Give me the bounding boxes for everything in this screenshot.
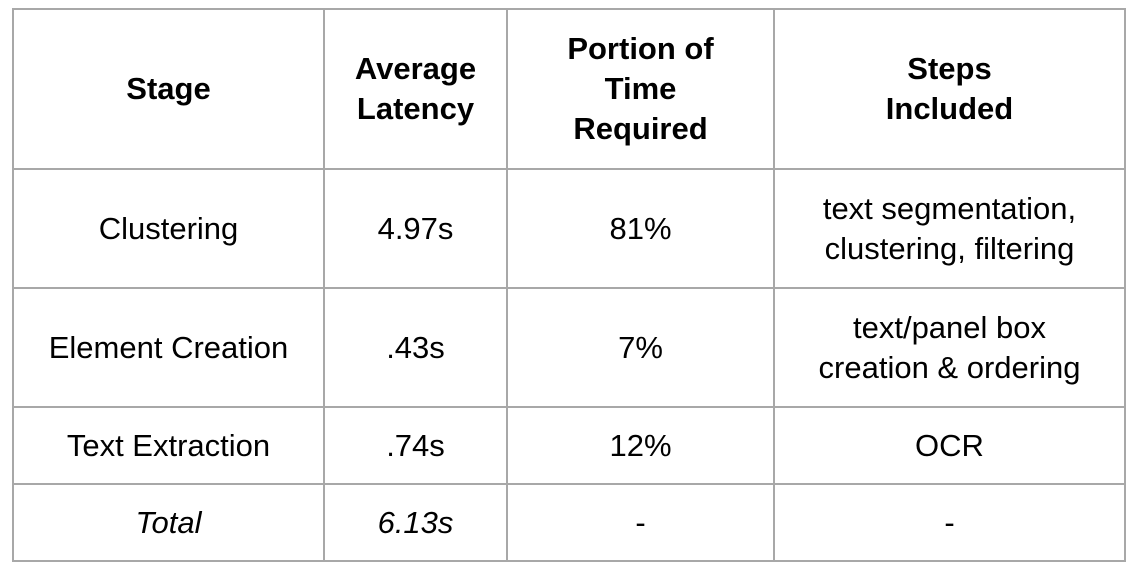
header-portion-line: Required <box>573 111 708 146</box>
header-steps-line: Steps <box>907 51 992 86</box>
total-portion-cell: - <box>506 483 775 562</box>
portion-cell: 81% <box>506 168 775 289</box>
header-latency-line: Latency <box>356 91 475 126</box>
header-row: Stage Average Latency Portion of Time Re… <box>12 8 1126 170</box>
stage-cell: Clustering <box>12 168 325 289</box>
header-portion-line: Portion of <box>567 31 714 66</box>
portion-cell: 12% <box>506 406 775 485</box>
header-steps-line: Included <box>885 91 1014 126</box>
table-row: Element Creation .43s 7% text/panel box … <box>12 287 1126 408</box>
steps-line: text segmentation, <box>822 190 1077 226</box>
table-row: Text Extraction .74s 12% OCR <box>12 406 1126 485</box>
stage-cell: Element Creation <box>12 287 325 408</box>
steps-line: creation & ordering <box>818 349 1081 385</box>
total-steps-cell: - <box>773 483 1126 562</box>
total-row: Total 6.13s - - <box>12 483 1126 562</box>
steps-cell: text/panel box creation & ordering <box>773 287 1126 408</box>
table-row: Clustering 4.97s 81% text segmentation, … <box>12 168 1126 289</box>
latency-cell: .43s <box>323 287 508 408</box>
steps-cell: OCR <box>773 406 1126 485</box>
stage-cell: Text Extraction <box>12 406 325 485</box>
header-average-latency: Average Latency <box>323 8 508 170</box>
total-latency-cell: 6.13s <box>323 483 508 562</box>
steps-line: OCR <box>915 427 984 463</box>
total-label-cell: Total <box>12 483 325 562</box>
latency-cell: .74s <box>323 406 508 485</box>
header-steps-included: Steps Included <box>773 8 1126 170</box>
latency-table: Stage Average Latency Portion of Time Re… <box>12 8 1126 562</box>
header-stage-line: Stage <box>126 71 211 106</box>
header-latency-line: Average <box>354 51 477 86</box>
steps-cell: text segmentation, clustering, filtering <box>773 168 1126 289</box>
header-portion-of-time: Portion of Time Required <box>506 8 775 170</box>
header-stage: Stage <box>12 8 325 170</box>
steps-line: clustering, filtering <box>824 230 1075 266</box>
latency-cell: 4.97s <box>323 168 508 289</box>
steps-line: text/panel box <box>852 309 1047 345</box>
header-portion-line: Time <box>604 71 677 106</box>
portion-cell: 7% <box>506 287 775 408</box>
